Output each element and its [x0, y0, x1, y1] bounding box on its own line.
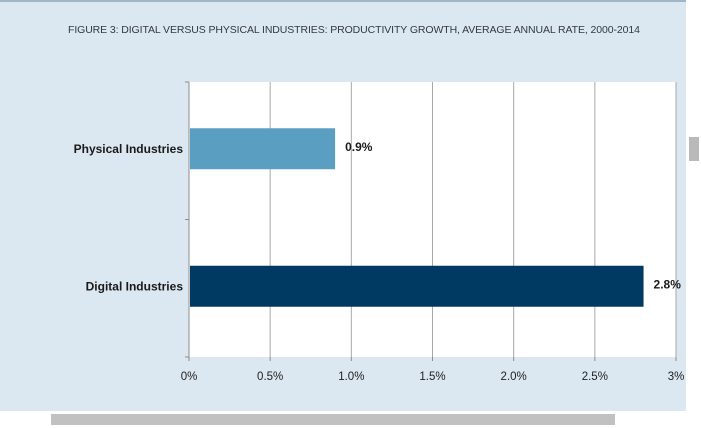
x-tick-label: 1.0% [338, 371, 364, 383]
data-label: 0.9% [345, 140, 373, 154]
category-label: Digital Industries [86, 279, 184, 293]
vertical-scroll-thumb[interactable] [689, 137, 699, 161]
vertical-scrollbar[interactable] [686, 0, 701, 428]
x-tick-label: 3% [668, 371, 685, 383]
bar-chart: 0% 0.5% 1.0% 1.5% 2.0% 2.5% 3% Physical Industr… [74, 81, 685, 383]
x-tick-label: 1.5% [419, 371, 445, 383]
figure-title: FIGURE 3: DIGITAL VERSUS PHYSICAL INDUST… [68, 24, 640, 36]
x-tick-label: 0.5% [257, 371, 283, 383]
x-tick-label: 2.5% [582, 371, 608, 383]
x-tick-label: 2.0% [501, 371, 527, 383]
horizontal-scroll-thumb[interactable] [51, 414, 615, 425]
x-tick-label: 0% [181, 371, 198, 383]
bar-digital-industries [190, 265, 644, 307]
bar-physical-industries [190, 128, 336, 170]
top-border [0, 0, 686, 2]
category-label: Physical Industries [74, 142, 184, 156]
data-label: 2.8% [654, 277, 682, 291]
